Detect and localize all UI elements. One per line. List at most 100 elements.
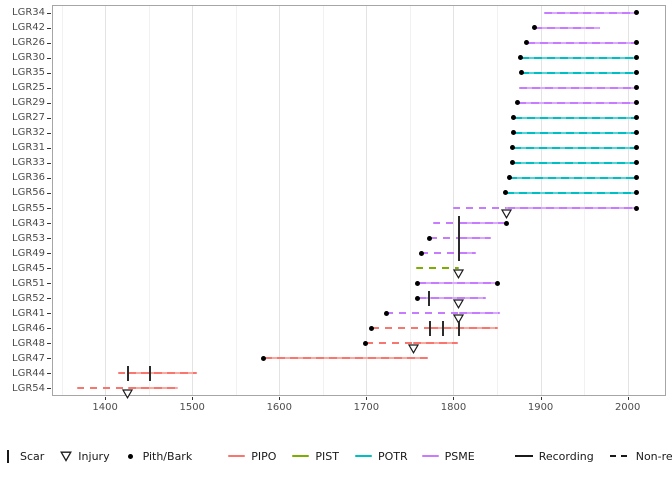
series-line-segment <box>513 131 637 134</box>
series-line-segment <box>365 342 414 345</box>
y-axis-tick <box>47 343 51 345</box>
y-axis-tick <box>47 208 51 210</box>
series-line-segment <box>416 267 459 270</box>
series-line-segment <box>263 357 429 360</box>
major-gridline <box>192 6 194 395</box>
y-axis-label: LGR47 <box>12 352 45 364</box>
y-axis-tick <box>47 328 51 330</box>
pith-bark-dot <box>518 55 524 61</box>
y-axis-tick <box>47 373 51 375</box>
legend-label-injury: Injury <box>78 449 110 463</box>
y-axis-tick <box>47 253 51 255</box>
pith-bark-dot <box>418 250 424 256</box>
recording-line-icon <box>514 455 533 457</box>
series-line-segment <box>512 146 637 149</box>
y-axis-label: LGR34 <box>12 7 45 19</box>
legend-label-potr: POTR <box>377 449 408 463</box>
pith-bark-dot <box>415 295 421 301</box>
injury-marker <box>453 264 465 283</box>
pith-bark-dot <box>511 115 517 121</box>
y-axis-label: LGR43 <box>12 217 45 229</box>
major-gridline <box>279 6 281 395</box>
minor-gridline <box>148 6 150 395</box>
pith-bark-dot <box>503 190 509 196</box>
pith-bark-dot <box>633 100 639 106</box>
legend-label-pist: PIST <box>315 449 339 463</box>
series-line-segment <box>458 312 500 315</box>
series-line-segment <box>429 237 459 240</box>
injury-triangle-icon <box>59 451 72 462</box>
psme-line-icon <box>421 455 439 457</box>
pith-bark-dot <box>633 85 639 91</box>
pith-bark-dot <box>633 190 639 196</box>
pith-bark-dot <box>504 220 510 226</box>
legend-item-pith-bark: Pith/Bark <box>125 449 193 463</box>
y-axis-label: LGR51 <box>12 277 45 289</box>
series-line-segment <box>417 282 498 285</box>
y-axis-label: LGR30 <box>12 52 45 64</box>
major-gridline <box>105 6 107 395</box>
y-axis-tick <box>47 192 51 194</box>
y-axis-tick <box>47 27 51 29</box>
y-axis-tick <box>47 162 51 164</box>
legend-label-pipo: PIPO <box>251 449 277 463</box>
y-axis-tick <box>47 238 51 240</box>
x-axis-label: 1800 <box>440 402 467 413</box>
pith-bark-dot <box>524 40 530 46</box>
pith-bark-dot <box>261 355 267 361</box>
pith-bark-dot-icon <box>125 453 137 459</box>
series-line-segment <box>505 191 637 194</box>
y-axis-tick <box>47 358 51 360</box>
minor-gridline <box>61 6 63 395</box>
minor-gridline <box>235 6 237 395</box>
y-axis-label: LGR54 <box>12 382 45 394</box>
y-axis-tick <box>47 42 51 44</box>
pith-bark-dot <box>633 115 639 121</box>
pith-bark-dot <box>633 145 639 151</box>
pith-bark-dot <box>633 175 639 181</box>
series-line-segment <box>429 327 498 330</box>
series-line-segment <box>77 387 128 390</box>
y-axis-tick <box>47 57 51 59</box>
pith-bark-dot <box>633 55 639 61</box>
minor-gridline <box>409 6 411 395</box>
y-axis-label: LGR45 <box>12 262 45 274</box>
pith-bark-dot <box>510 145 516 151</box>
minor-gridline <box>322 6 324 395</box>
y-axis-tick <box>47 177 51 179</box>
pith-bark-dot <box>633 10 639 16</box>
pith-bark-dot <box>383 310 389 316</box>
legend: Scar Injury Pith/Bark PIPO PIST POTR PSM… <box>0 445 672 467</box>
legend-item-non-recording: Non-recording <box>609 450 672 463</box>
pith-bark-dot <box>633 205 639 211</box>
series-line-segment <box>417 297 486 300</box>
major-gridline <box>453 6 455 395</box>
x-axis-label: 2000 <box>614 402 641 413</box>
series-line-segment <box>458 237 491 240</box>
scar-marker <box>457 215 460 231</box>
series-line-segment <box>386 312 459 315</box>
scar-icon <box>2 449 14 463</box>
pith-bark-dot <box>515 100 521 106</box>
legend-item-injury: Injury <box>59 449 110 463</box>
y-axis-label: LGR26 <box>12 37 45 49</box>
pith-bark-dot <box>531 25 537 31</box>
pist-line-icon <box>292 455 310 457</box>
scar-marker <box>457 230 460 246</box>
scar-marker <box>457 320 460 336</box>
x-axis-tick <box>453 397 455 400</box>
legend-label-pith-bark: Pith/Bark <box>142 449 193 463</box>
pith-bark-dot <box>518 70 524 76</box>
scar-marker <box>148 365 151 381</box>
legend-item-psme: PSME <box>421 449 475 463</box>
y-axis-tick <box>47 117 51 119</box>
legend-label-psme: PSME <box>444 449 475 463</box>
series-line-segment <box>458 222 507 225</box>
series-line-segment <box>127 387 179 390</box>
minor-gridline <box>497 6 499 395</box>
series-line-segment <box>534 26 600 29</box>
x-axis-tick <box>105 397 107 400</box>
minor-gridline <box>584 6 586 395</box>
y-axis-label: LGR52 <box>12 292 45 304</box>
pith-bark-dot <box>415 280 421 286</box>
